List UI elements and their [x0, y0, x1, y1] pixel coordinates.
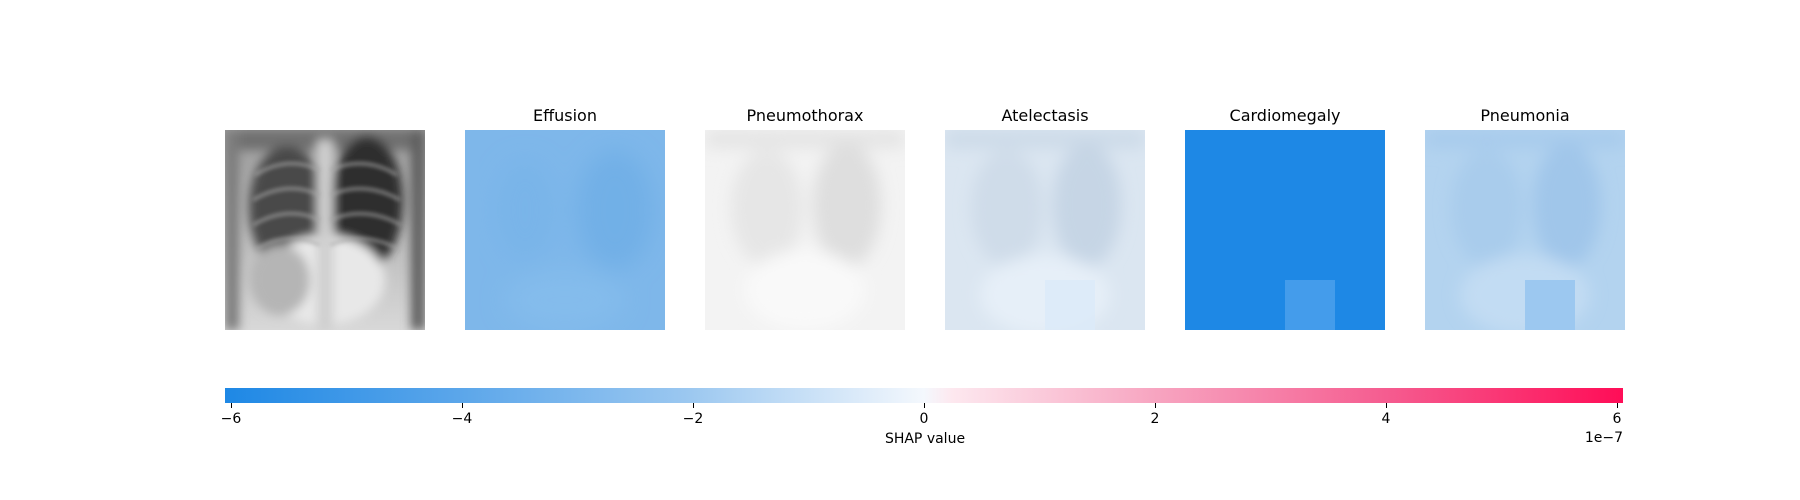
colorbar-label: SHAP value [884, 431, 966, 447]
colorbar-tick-label: −6 [220, 411, 242, 427]
panel-title-effusion: Effusion [533, 106, 597, 125]
shap-map-atelectasis [945, 130, 1145, 330]
panel-title-atelectasis: Atelectasis [1001, 106, 1089, 125]
panel-title-pneumothorax: Pneumothorax [746, 106, 864, 125]
colorbar-tick [924, 403, 925, 408]
shap-panel-effusion [465, 130, 665, 330]
colorbar-tick [693, 403, 694, 408]
panel-title-pneumonia: Pneumonia [1480, 106, 1570, 125]
colorbar-tick-label: −4 [451, 411, 473, 427]
colorbar-tick-label: 2 [1150, 411, 1160, 427]
colorbar-tick-label: 0 [919, 411, 929, 427]
shap-panel-cardiomegaly [1185, 130, 1385, 330]
colorbar-tick-label: 4 [1381, 411, 1391, 427]
colorbar-offset-text: 1e−7 [1584, 430, 1623, 446]
colorbar-tick [1155, 403, 1156, 408]
colorbar-tick [462, 403, 463, 408]
shap-patch-atelectasis [1045, 280, 1095, 330]
shap-patch-pneumonia [1525, 280, 1575, 330]
shap-map-pneumonia [1425, 130, 1625, 330]
shap-patch-cardiomegaly [1285, 280, 1335, 330]
colorbar-tick-label: −2 [682, 411, 704, 427]
colorbar-tick [1617, 403, 1618, 408]
shap-panel-atelectasis [945, 130, 1145, 330]
shap-panel-pneumonia [1425, 130, 1625, 330]
shap-map-cardiomegaly [1185, 130, 1385, 330]
colorbar-tick [231, 403, 232, 408]
shap-panel-pneumothorax [705, 130, 905, 330]
xray-image [225, 130, 425, 330]
panel-title-cardiomegaly: Cardiomegaly [1229, 106, 1341, 125]
colorbar-tick-label: 6 [1612, 411, 1622, 427]
shap-map-pneumothorax [705, 130, 905, 330]
input-xray-panel [225, 130, 425, 330]
colorbar-tick [1386, 403, 1387, 408]
shap-colorbar [225, 388, 1623, 403]
shap-map-effusion [465, 130, 665, 330]
